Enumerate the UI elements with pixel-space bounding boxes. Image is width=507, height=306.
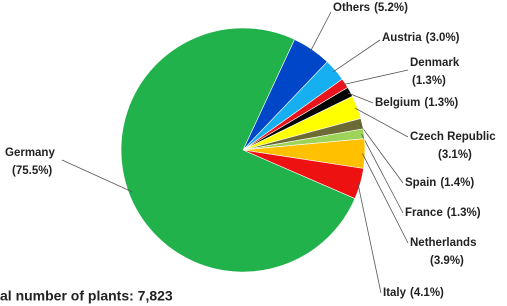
slice-name: Spain	[405, 177, 436, 189]
slice-label: Others (5.2%)	[333, 2, 408, 14]
value-label: (1.3%)	[412, 75, 446, 87]
slice-name: Austria	[382, 32, 422, 44]
leader-line	[361, 133, 404, 214]
slice-label: Belgium (1.3%)	[375, 97, 458, 109]
chart-title: al number of plants: 7,823	[0, 288, 173, 304]
leader-line	[354, 107, 409, 138]
value-label: (1.3%)	[447, 207, 481, 219]
value-label: (3.1%)	[438, 149, 472, 161]
slice-label: Germany	[5, 147, 55, 159]
slice-name: Italy	[383, 287, 407, 299]
leader-line	[347, 92, 374, 104]
slice-label: Italy (4.1%)	[383, 287, 444, 299]
slice-name: Belgium	[375, 97, 420, 109]
leader-line	[357, 183, 382, 294]
slice-label: France (1.3%)	[405, 207, 481, 219]
value-label: (3.9%)	[430, 255, 464, 267]
value-label: (75.5%)	[12, 165, 52, 177]
slice-label: Czech Republic	[410, 131, 496, 143]
leader-line	[333, 39, 381, 73]
slice-name: Others	[333, 2, 370, 14]
leader-line	[359, 123, 404, 184]
leader-line	[342, 69, 409, 85]
slice-name: France	[405, 207, 443, 219]
slice-label: Netherlands	[410, 237, 476, 249]
value-label: (4.1%)	[410, 287, 444, 299]
pie-slice	[120, 27, 356, 273]
leader-line	[362, 153, 409, 244]
leader-line	[61, 159, 133, 193]
value-label: (1.4%)	[440, 177, 474, 189]
slice-label: Austria (3.0%)	[382, 32, 460, 44]
value-label: (5.2%)	[374, 2, 408, 14]
value-label: (3.0%)	[426, 32, 460, 44]
value-label: (1.3%)	[424, 97, 458, 109]
slice-label: Spain (1.4%)	[405, 177, 474, 189]
leader-line	[310, 11, 332, 52]
slice-label: Denmark	[410, 57, 460, 69]
